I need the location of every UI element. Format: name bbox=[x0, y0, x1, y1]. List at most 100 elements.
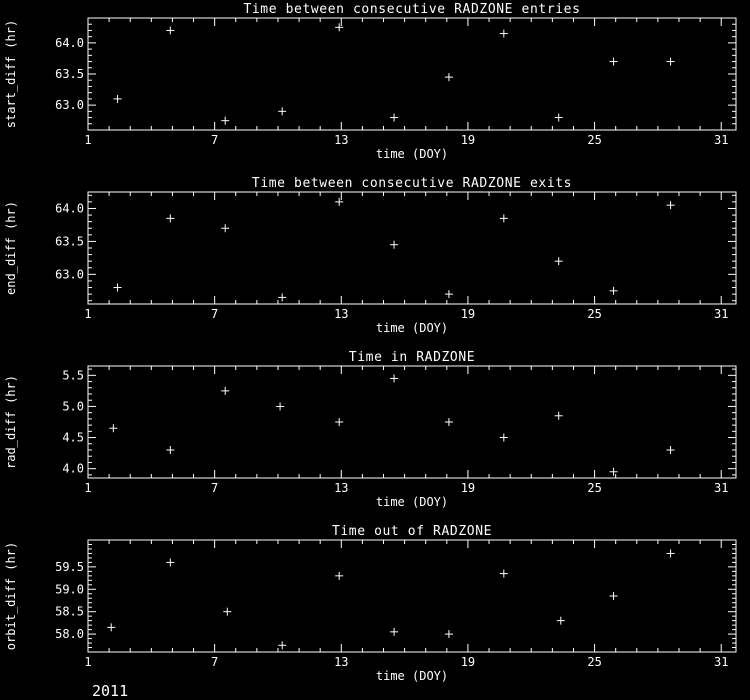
data-point-marker bbox=[609, 57, 618, 66]
data-points bbox=[109, 374, 675, 476]
data-point-marker bbox=[221, 116, 230, 125]
data-point-marker bbox=[276, 402, 285, 411]
plot-radzone-entry-diff: Time between consecutive RADZONE entries… bbox=[0, 0, 750, 174]
y-tick-label: 63.0 bbox=[55, 267, 84, 281]
data-point-marker bbox=[554, 257, 563, 266]
x-tick-label: 25 bbox=[587, 655, 601, 669]
data-point-marker bbox=[223, 607, 232, 616]
data-point-marker bbox=[499, 433, 508, 442]
x-tick-label: 19 bbox=[461, 307, 475, 321]
data-point-marker bbox=[278, 641, 287, 650]
x-tick-label: 19 bbox=[461, 481, 475, 495]
y-tick-label: 63.5 bbox=[55, 234, 84, 248]
x-tick-label: 1 bbox=[84, 481, 91, 495]
data-point-marker bbox=[554, 113, 563, 122]
x-tick-label: 7 bbox=[211, 481, 218, 495]
data-point-marker bbox=[499, 29, 508, 38]
time-in-radzone-chart: Time in RADZONE 1 7 13 19 25 31 4.0 4.5 5.0 5.5 tim… bbox=[4, 350, 737, 509]
data-points bbox=[113, 197, 675, 302]
y-tick-label: 64.0 bbox=[55, 201, 84, 215]
data-point-marker bbox=[390, 374, 399, 383]
y-tick-label: 5.0 bbox=[62, 399, 84, 413]
x-tick-label: 1 bbox=[84, 655, 91, 669]
x-tick-label: 7 bbox=[211, 307, 218, 321]
y-axis-label: start_diff (hr) bbox=[4, 20, 18, 128]
y-tick-label: 58.5 bbox=[55, 605, 84, 619]
plot-frame bbox=[87, 365, 737, 479]
data-point-marker bbox=[444, 73, 453, 82]
data-point-marker bbox=[221, 386, 230, 395]
data-point-marker bbox=[666, 57, 675, 66]
y-tick-label: 4.0 bbox=[62, 462, 84, 476]
data-point-marker bbox=[666, 201, 675, 210]
radzone-exit-diff-chart: Time between consecutive RADZONE exits 1 7… bbox=[4, 176, 737, 335]
y-tick-label: 63.5 bbox=[55, 67, 84, 81]
chart-title: Time between consecutive RADZONE exits bbox=[252, 176, 572, 191]
y-axis-label: end_diff (hr) bbox=[4, 201, 18, 295]
data-point-marker bbox=[278, 293, 287, 302]
data-point-marker bbox=[609, 467, 618, 476]
x-tick-label: 7 bbox=[211, 133, 218, 147]
data-point-marker bbox=[390, 113, 399, 122]
x-tick-label: 13 bbox=[334, 655, 348, 669]
x-tick-label: 1 bbox=[84, 307, 91, 321]
data-point-marker bbox=[335, 197, 344, 206]
data-point-marker bbox=[278, 107, 287, 116]
data-point-marker bbox=[390, 627, 399, 636]
data-point-marker bbox=[554, 411, 563, 420]
plot-frame bbox=[87, 191, 737, 305]
data-point-marker bbox=[107, 623, 116, 632]
data-point-marker bbox=[444, 630, 453, 639]
plot-frame bbox=[87, 539, 737, 653]
data-points bbox=[113, 23, 675, 125]
data-point-marker bbox=[166, 446, 175, 454]
y-tick-label: 5.5 bbox=[62, 368, 84, 382]
data-point-marker bbox=[335, 571, 344, 580]
data-point-marker bbox=[109, 424, 118, 433]
data-point-marker bbox=[335, 23, 344, 32]
x-axis-label: time (DOY) bbox=[376, 321, 448, 335]
plot-radzone-exit-diff: Time between consecutive RADZONE exits 1 7… bbox=[0, 174, 750, 348]
data-points bbox=[107, 549, 675, 650]
x-tick-label: 31 bbox=[714, 307, 728, 321]
data-point-marker bbox=[335, 418, 344, 426]
footer-year: 2011 bbox=[92, 682, 129, 700]
x-tick-label: 7 bbox=[211, 655, 218, 669]
data-point-marker bbox=[444, 418, 453, 426]
y-axis-label: rad_diff (hr) bbox=[4, 375, 18, 469]
data-point-marker bbox=[390, 240, 399, 249]
x-axis-label: time (DOY) bbox=[376, 495, 448, 509]
y-tick-label: 4.5 bbox=[62, 431, 84, 445]
x-axis-label: time (DOY) bbox=[376, 669, 448, 683]
data-point-marker bbox=[113, 94, 122, 103]
x-tick-label: 25 bbox=[587, 307, 601, 321]
chart-title: Time in RADZONE bbox=[349, 350, 475, 365]
time-out-of-radzone-chart: Time out of RADZONE 1 7 13 19 25 31 58.0 58.5 59.… bbox=[4, 524, 737, 683]
y-tick-label: 59.0 bbox=[55, 582, 84, 596]
x-tick-label: 31 bbox=[714, 655, 728, 669]
radzone-entry-diff-chart: Time between consecutive RADZONE entries… bbox=[4, 2, 737, 161]
x-tick-label: 1 bbox=[84, 133, 91, 147]
data-point-marker bbox=[444, 290, 453, 299]
data-point-marker bbox=[666, 549, 675, 558]
y-tick-label: 58.0 bbox=[55, 627, 84, 641]
data-point-marker bbox=[113, 283, 122, 292]
plot-frame bbox=[87, 17, 737, 131]
data-point-marker bbox=[221, 224, 230, 233]
data-point-marker bbox=[499, 569, 508, 578]
x-tick-label: 25 bbox=[587, 481, 601, 495]
chart-title: Time out of RADZONE bbox=[332, 524, 492, 539]
chart-title: Time between consecutive RADZONE entries bbox=[243, 2, 580, 17]
data-point-marker bbox=[499, 214, 508, 223]
data-point-marker bbox=[666, 446, 675, 454]
data-point-marker bbox=[166, 558, 175, 567]
plot-time-out-of-radzone: Time out of RADZONE 1 7 13 19 25 31 58.0 58.5 59.… bbox=[0, 522, 750, 696]
data-point-marker bbox=[556, 616, 565, 625]
x-tick-label: 13 bbox=[334, 307, 348, 321]
y-tick-label: 64.0 bbox=[55, 36, 84, 50]
y-tick-label: 59.5 bbox=[55, 560, 84, 574]
data-point-marker bbox=[166, 214, 175, 223]
x-tick-label: 31 bbox=[714, 481, 728, 495]
x-tick-label: 13 bbox=[334, 133, 348, 147]
